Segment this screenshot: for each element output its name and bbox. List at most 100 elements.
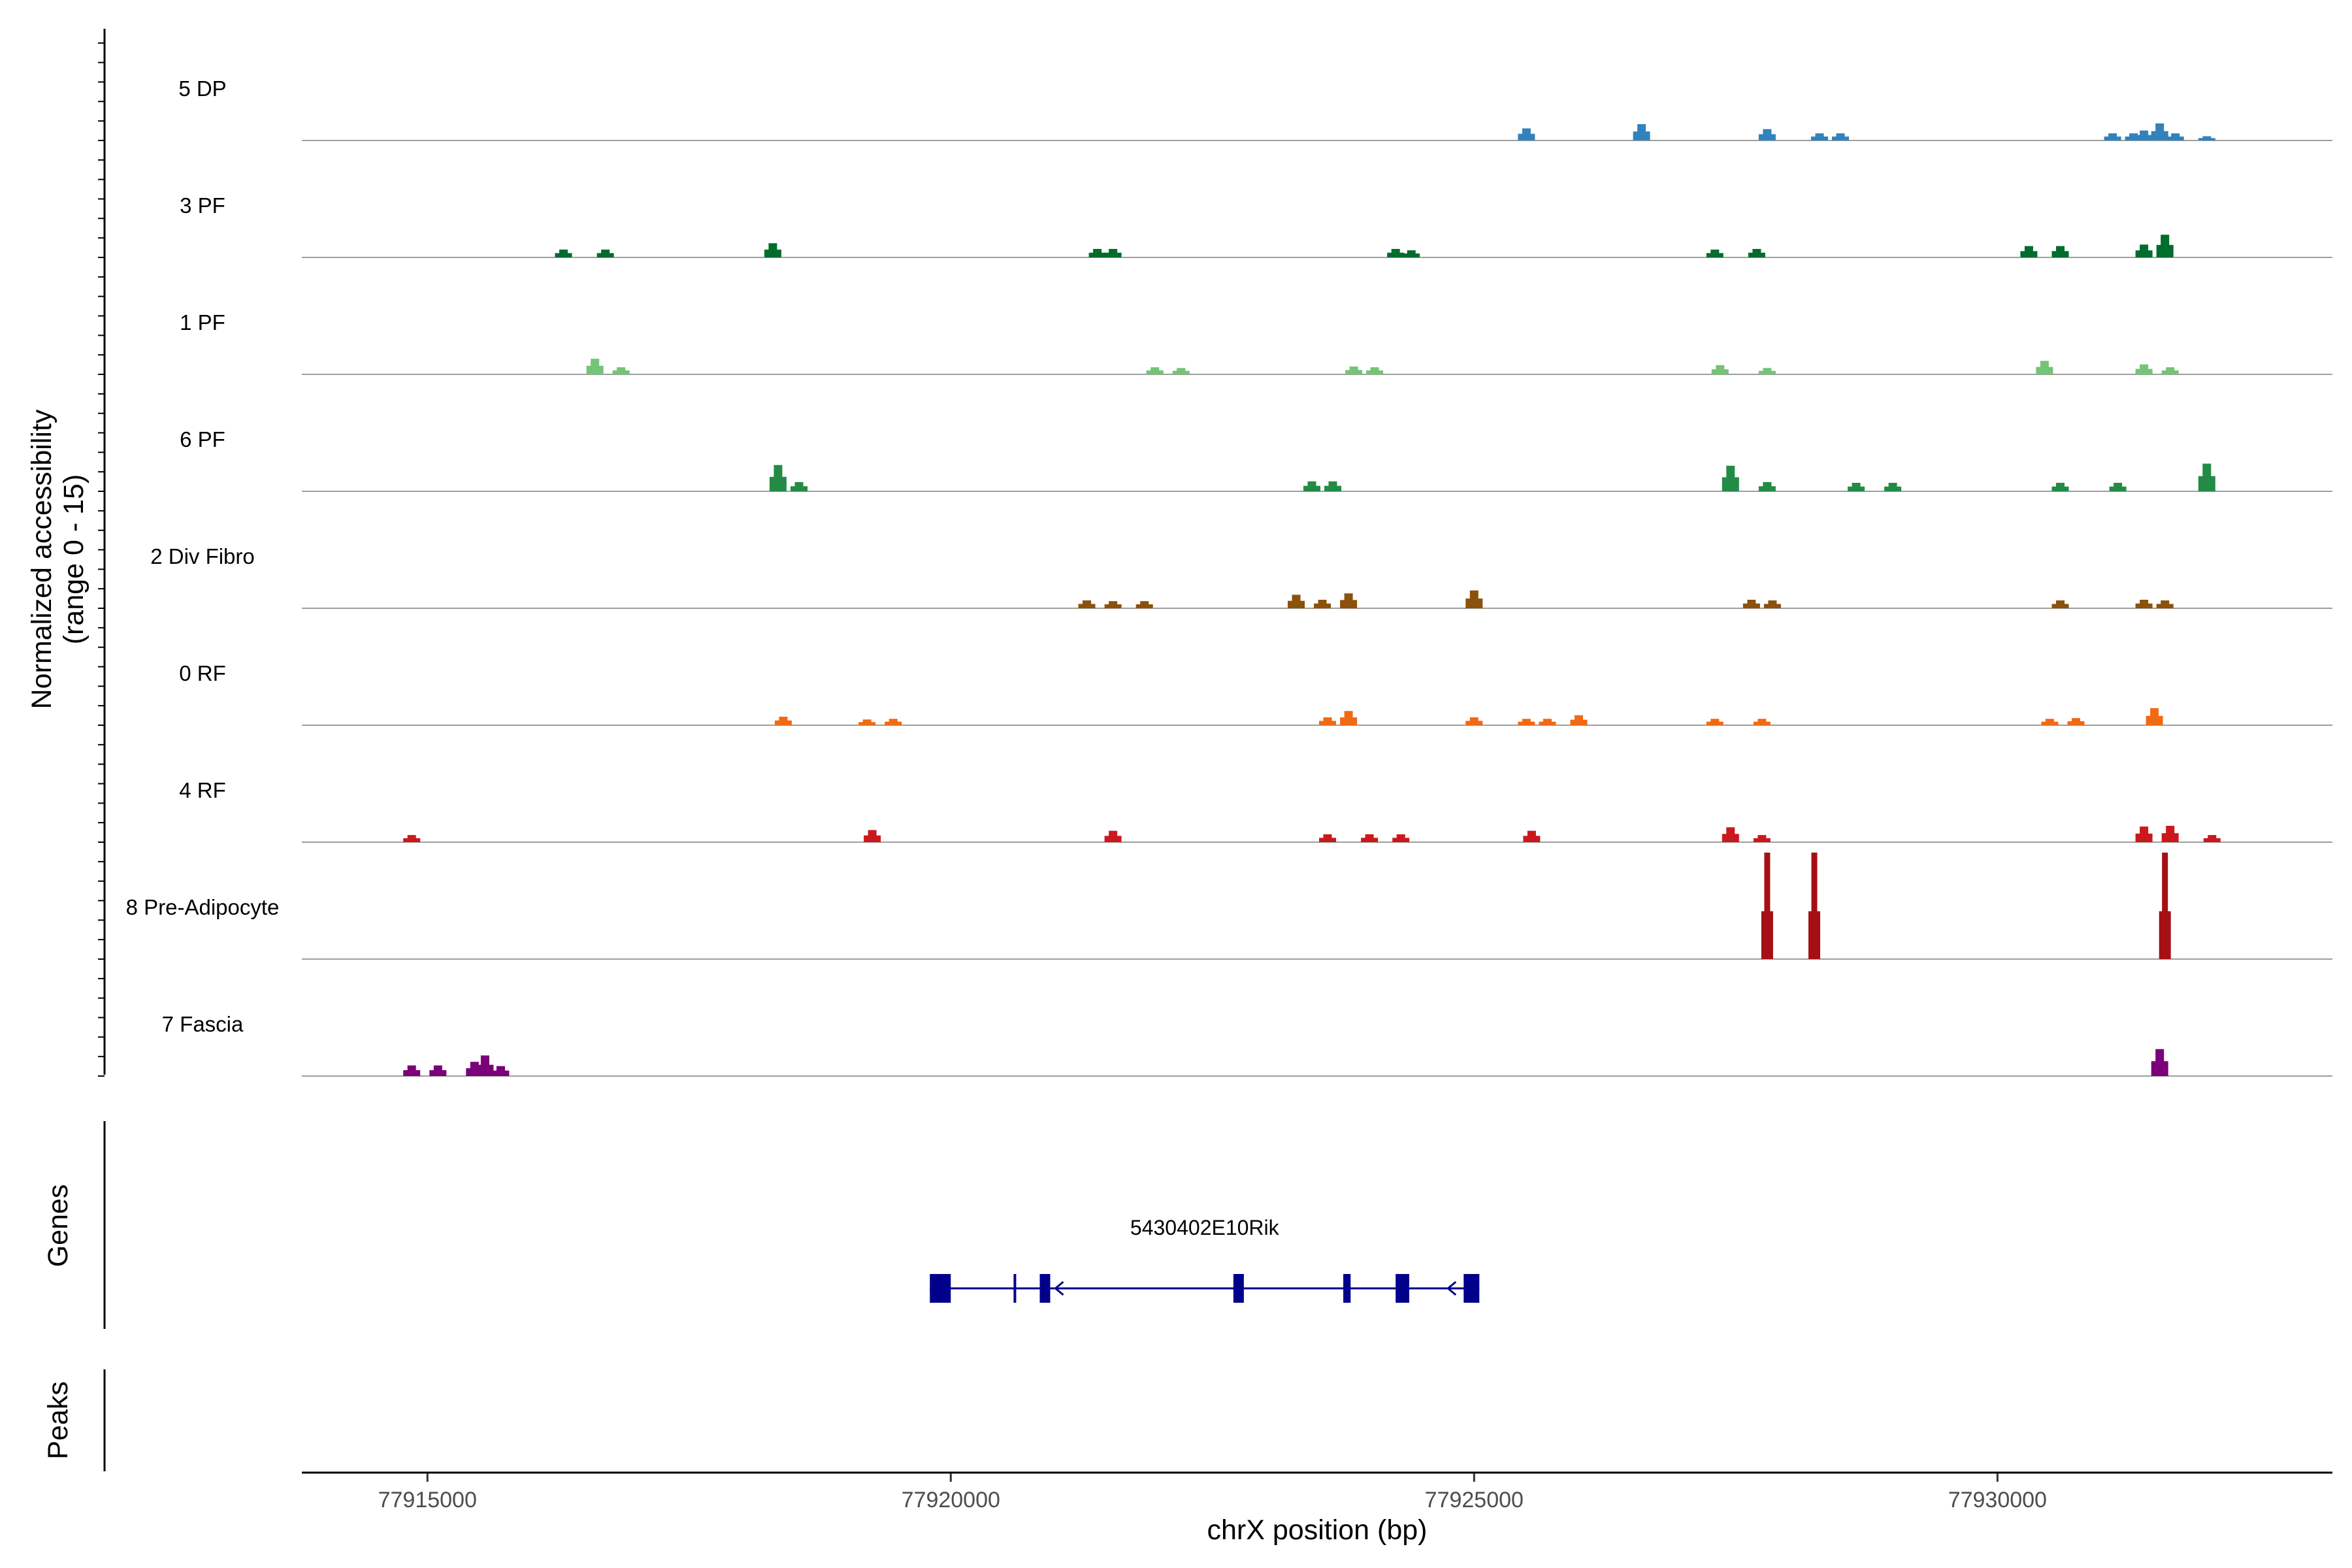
coverage-peak [403, 835, 421, 842]
coverage-peak [1146, 367, 1164, 374]
coverage-peak [2198, 463, 2215, 491]
track: 7 Fascia [162, 1012, 2332, 1077]
coverage-peak [2104, 133, 2121, 140]
coverage-peak [2051, 600, 2069, 608]
coverage-peak [1345, 367, 1363, 374]
coverage-peak [2161, 826, 2179, 842]
track-label: 4 RF [179, 778, 226, 802]
coverage-peak [858, 719, 876, 725]
coverage-peak [2051, 246, 2069, 257]
y-axis [98, 29, 106, 1077]
peaks-panel-label: Peaks [42, 1381, 74, 1460]
coverage-peak [864, 830, 881, 842]
gene-track: 5430402E10Rik [930, 1216, 1480, 1303]
coverage-peak [2135, 600, 2153, 608]
coverage-peak [1706, 250, 1723, 257]
coverage-peak [2156, 600, 2174, 608]
track-label: 5 DP [178, 76, 226, 101]
coverage-peak [1758, 482, 1776, 491]
coverage-peak [1135, 601, 1153, 608]
strand-arrow [1446, 1281, 1457, 1296]
coverage-peak [1706, 719, 1723, 725]
coverage-peak [1711, 365, 1729, 374]
gene-exon [1013, 1274, 1017, 1303]
coverage-peak [1361, 834, 1379, 842]
coverage-peak [1104, 601, 1122, 608]
gene-exon [1396, 1274, 1409, 1303]
coverage-peak [2067, 718, 2085, 725]
coverage-peak [1758, 129, 1776, 140]
coverage-peak [2135, 364, 2153, 374]
coverage-peak [1722, 465, 1739, 491]
gene-name-label: 5430402E10Rik [1130, 1216, 1280, 1239]
track: 1 PF [180, 310, 2332, 375]
coverage-peak [1808, 853, 1820, 959]
coverage-peak [1387, 249, 1405, 257]
coverage-peak [1319, 834, 1336, 842]
track: 8 Pre-Adipocyte [126, 853, 2332, 960]
coverage-peak [1518, 719, 1535, 725]
coverage-peak [586, 359, 604, 374]
coverage-peak [403, 1065, 421, 1076]
coverage-peak [1523, 830, 1541, 842]
track-label: 7 Fascia [162, 1012, 244, 1036]
coverage-peak [2159, 853, 2171, 959]
coverage-peak [1104, 830, 1122, 842]
gene-exon [930, 1274, 951, 1303]
coverage-peak [1848, 483, 1865, 491]
coverage-peak [1340, 593, 1358, 608]
coverage-peak [1758, 368, 1776, 374]
coverage-peak [492, 1066, 510, 1076]
coverage-peak [2166, 133, 2184, 140]
coverage-peak [2036, 361, 2053, 374]
x-tick-label: 77915000 [378, 1488, 477, 1512]
coverage-peak [2135, 826, 2153, 842]
y-axis-title: Normalized accessibility (range 0 - 15) [26, 409, 90, 709]
x-tick-label: 77920000 [902, 1488, 1000, 1512]
coverage-peak [1539, 719, 1556, 725]
coverage-peak [1288, 595, 1305, 608]
coverage-peak [1340, 711, 1358, 725]
coverage-peak [2203, 835, 2221, 842]
track-label: 3 PF [180, 193, 225, 218]
track-label: 2 Div Fibro [150, 544, 255, 568]
gene-exon [1343, 1274, 1351, 1303]
coverage-peak [1324, 481, 1341, 491]
coverage-peak [596, 250, 614, 257]
coverage-peak [1465, 717, 1483, 725]
coverage-peak [555, 250, 572, 257]
coverage-peak [1403, 250, 1420, 257]
coverage-peak [2020, 246, 2038, 257]
coverage-peak [2151, 1049, 2168, 1076]
coverage-peak [2151, 123, 2168, 140]
coverage-peak [1303, 481, 1320, 491]
tracks-group: 5 DP 3 PF 1 PF 6 PF 2 Div Fibro 0 RF 4 RF 8 Pre… [126, 76, 2332, 1077]
x-axis: 77915000 77920000 77925000 77930000 [378, 1473, 2047, 1512]
track: 4 RF [179, 778, 2332, 843]
x-tick-label: 77925000 [1425, 1488, 1524, 1512]
genes-panel-label: Genes [42, 1184, 74, 1267]
coverage-peak [1811, 133, 1828, 140]
coverage-peak [2161, 367, 2179, 374]
coverage-peak [1722, 827, 1739, 842]
coverage-peak [885, 719, 902, 725]
coverage-peak [1753, 835, 1771, 842]
x-axis-title: chrX position (bp) [1207, 1514, 1428, 1546]
gene-exon [1463, 1274, 1480, 1303]
coverage-peak [2135, 130, 2153, 140]
track-label: 8 Pre-Adipocyte [126, 895, 280, 919]
coverage-peak [1761, 853, 1773, 959]
coverage-peak [2041, 719, 2059, 725]
coverage-peak [764, 243, 781, 257]
coverage-peak [1763, 600, 1781, 608]
track: 3 PF [180, 193, 2332, 258]
coverage-peak [1753, 719, 1771, 725]
coverage-peak [612, 367, 630, 374]
coverage-peak [1748, 249, 1765, 257]
coverage-peak [1633, 124, 1650, 140]
coverage-peak [429, 1065, 447, 1076]
coverage-peak [1742, 600, 1760, 608]
coverage-peak [1570, 715, 1588, 725]
y-axis-title-line1: Normalized accessibility [26, 409, 57, 709]
